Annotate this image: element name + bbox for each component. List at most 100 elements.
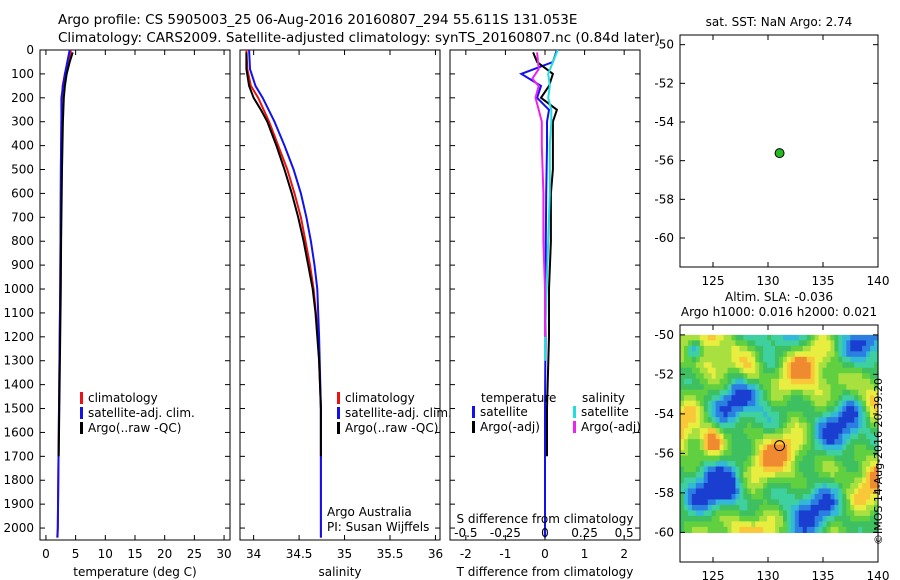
annotation-text: Argo Australia: [327, 505, 412, 519]
x-tick-label: 0: [42, 547, 50, 561]
legend-swatch: [337, 407, 340, 419]
legend-title: salinity: [582, 391, 625, 405]
top-x-tick-label: -0.5: [454, 526, 477, 540]
y-tick-label: 1800: [3, 473, 34, 487]
y-tick-label: -52: [654, 367, 674, 381]
series-line: [248, 49, 322, 538]
legend-label: Argo(..raw -QC): [345, 421, 438, 435]
x-tick-label: 15: [127, 547, 142, 561]
float-position-marker: [774, 148, 785, 159]
y-tick-label: -50: [654, 328, 674, 342]
x-tick-label: 35: [337, 547, 352, 561]
x-tick-label: -2: [460, 547, 472, 561]
x-tick-label: 30: [216, 547, 231, 561]
y-tick-label: -54: [654, 407, 674, 421]
legend-swatch: [472, 421, 475, 433]
map-title: Altim. SLA: -0.036: [725, 290, 833, 304]
y-tick-label: -52: [654, 76, 674, 90]
legend-swatch: [80, 407, 83, 419]
legend-swatch: [573, 406, 576, 418]
x-tick-label: 130: [757, 569, 780, 580]
y-tick-label: 1500: [3, 402, 34, 416]
legend-label: climatology: [345, 391, 415, 405]
x-tick-label: 125: [702, 569, 725, 580]
legend-label: satellite-adj. clim.: [345, 406, 452, 420]
x-tick-label: 34.5: [286, 547, 313, 561]
x-tick-label: 34: [246, 547, 261, 561]
y-tick-label: 800: [11, 234, 34, 248]
float-position-marker: [774, 440, 786, 452]
y-tick-label: 900: [11, 258, 34, 272]
y-tick-label: 1200: [3, 330, 34, 344]
series-line: [245, 49, 322, 538]
legend-swatch: [80, 392, 83, 404]
y-tick-label: 700: [11, 210, 34, 224]
y-tick-label: 1000: [3, 282, 34, 296]
legend-label: Argo(-adj): [480, 420, 540, 434]
x-tick-label: 20: [157, 547, 172, 561]
x-tick-label: 0: [541, 547, 549, 561]
x-tick-label: 2: [620, 547, 628, 561]
heatmap-cells: [680, 334, 879, 533]
legend-label: Argo(-adj): [581, 420, 641, 434]
x-tick-label: 125: [702, 274, 725, 288]
x-axis-label: temperature (deg C): [73, 565, 196, 579]
legend-label: satellite: [581, 405, 629, 419]
series-line: [519, 49, 558, 538]
y-tick-label: 1400: [3, 378, 34, 392]
x-tick-label: 135: [812, 569, 835, 580]
top-x-tick-label: -0.25: [490, 526, 521, 540]
map-panel-2-frame: [679, 324, 879, 563]
profile-panel-2-frame: [239, 49, 441, 541]
map-title: sat. SST: NaN Argo: 2.74: [706, 15, 853, 29]
x-axis-label: salinity: [318, 565, 361, 579]
y-tick-label: -54: [654, 115, 674, 129]
x-tick-label: 36: [428, 547, 443, 561]
legend-label: Argo(..raw -QC): [88, 421, 181, 435]
y-tick-label: -58: [654, 486, 674, 500]
y-tick-label: -50: [654, 38, 674, 52]
y-tick-label: 0: [26, 43, 34, 57]
y-tick-label: 500: [11, 163, 34, 177]
top-x-axis-label: S difference from climatology: [457, 512, 634, 526]
legend-swatch: [80, 422, 83, 434]
y-tick-label: -56: [654, 446, 674, 460]
figure-title: Argo profile: CS 5905003_25 06-Aug-2016 …: [58, 12, 578, 28]
series-line: [531, 52, 546, 337]
y-tick-label: 100: [11, 67, 34, 81]
series-line: [57, 52, 74, 457]
x-tick-label: 1: [581, 547, 589, 561]
x-tick-label: 130: [757, 274, 780, 288]
y-tick-label: 300: [11, 115, 34, 129]
series-line: [532, 52, 559, 457]
legend-swatch: [573, 421, 576, 433]
y-tick-label: 600: [11, 186, 34, 200]
y-tick-label: -58: [654, 192, 674, 206]
map-panel-1-frame: [679, 34, 879, 268]
legend-label: satellite-adj. clim.: [88, 406, 195, 420]
y-tick-label: 1700: [3, 449, 34, 463]
y-tick-label: -60: [654, 525, 674, 539]
x-tick-label: 135: [812, 274, 835, 288]
legend-swatch: [337, 392, 340, 404]
series-line: [544, 49, 559, 361]
legend-swatch: [472, 406, 475, 418]
series-line: [245, 52, 322, 457]
x-axis-label: T difference from climatology: [456, 565, 634, 579]
x-tick-label: 35.5: [377, 547, 404, 561]
credit-text: ©IMOS 14-Aug-2016 20:39:20: [872, 378, 885, 545]
x-tick-label: 140: [867, 274, 890, 288]
top-x-tick-label: 0.5: [615, 526, 634, 540]
y-tick-label: 1600: [3, 425, 34, 439]
y-tick-label: 1100: [3, 306, 34, 320]
y-tick-label: 400: [11, 139, 34, 153]
x-tick-label: 140: [867, 569, 890, 580]
profile-panel-1-frame: [39, 49, 231, 541]
y-tick-label: 1900: [3, 497, 34, 511]
x-tick-label: -1: [499, 547, 511, 561]
figure-subtitle: Climatology: CARS2009. Satellite-adjuste…: [58, 30, 661, 46]
map-title: Argo h1000: 0.016 h2000: 0.021: [681, 305, 877, 319]
legend-label: climatology: [88, 391, 158, 405]
top-x-tick-label: 0: [541, 526, 549, 540]
